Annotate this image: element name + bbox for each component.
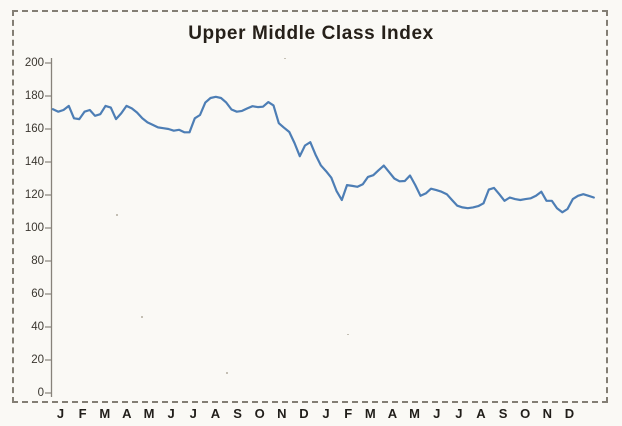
x-axis-month-label: N — [277, 406, 287, 421]
x-axis-month-label: J — [167, 406, 175, 421]
x-axis-month-label: O — [254, 406, 265, 421]
y-axis-tick-label: 80 — [31, 255, 44, 267]
x-axis-month-label: A — [387, 406, 398, 421]
y-axis-tick-label: 100 — [24, 222, 44, 234]
x-axis-month-label: J — [56, 406, 65, 421]
y-axis-tick-label: 120 — [24, 189, 44, 201]
scan-speck — [284, 58, 286, 59]
x-axis-month-label: M — [409, 406, 420, 421]
y-axis-tick-label: 160 — [24, 123, 44, 135]
x-axis-month-label: A — [476, 406, 486, 421]
y-axis-tick-label: 20 — [31, 354, 44, 366]
y-axis-tick-label: 40 — [31, 321, 44, 333]
y-axis-tick-label: 140 — [24, 156, 44, 168]
x-axis-month-label: A — [210, 406, 221, 421]
y-axis — [45, 58, 53, 397]
x-axis-month-label: M — [99, 406, 111, 421]
chart-border-frame — [12, 10, 608, 403]
x-axis-month-label: S — [498, 406, 508, 421]
x-axis-month-label: F — [78, 406, 87, 421]
x-axis-month-label: J — [455, 406, 463, 421]
line-series — [51, 95, 595, 214]
scan-speck — [141, 316, 143, 318]
x-axis-month-label: D — [564, 406, 575, 421]
y-axis-tick-label: 60 — [31, 288, 44, 300]
x-axis-month-label: J — [322, 406, 330, 421]
x-axis-month-label: A — [122, 406, 132, 421]
y-axis-tick-label: 180 — [24, 90, 44, 102]
x-axis-month-label: S — [233, 406, 242, 421]
scan-speck — [226, 372, 228, 374]
x-axis-month-label: D — [299, 406, 309, 421]
x-axis-month-label: M — [143, 406, 155, 421]
x-axis-month-label: N — [542, 406, 553, 421]
y-axis-tick-label: 0 — [37, 387, 44, 399]
x-axis-month-label: M — [364, 406, 376, 421]
y-axis-tick-label: 200 — [24, 57, 44, 69]
scan-speck — [347, 334, 349, 335]
x-axis-month-label: J — [189, 406, 197, 421]
x-axis-month-label: J — [433, 406, 441, 421]
chart-title: Upper Middle Class Index — [188, 23, 434, 44]
data-line — [51, 95, 595, 214]
x-axis-month-label: F — [344, 406, 353, 421]
scan-speck — [116, 214, 118, 216]
x-axis-month-label: O — [520, 406, 531, 421]
